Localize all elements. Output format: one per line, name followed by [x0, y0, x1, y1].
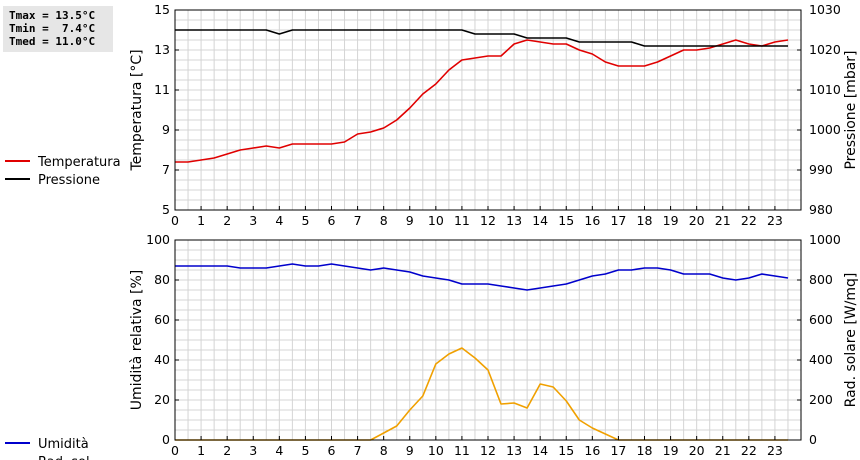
y-tick-label: 60: [154, 312, 170, 327]
x-tick-label: 16: [584, 213, 600, 228]
y-tick-label: 7: [162, 162, 170, 177]
y2-tick-label: 0: [809, 432, 817, 447]
y2-tick-label: 1030: [809, 2, 841, 17]
temperature-pressure-chart: 0 1 2 3 4 5 6 7 8 9 10 11 12 13 14 15 16 17 18 19 20 21 22 2357…: [5, 2, 859, 228]
x-tick-label: 18: [637, 213, 653, 228]
tmax-label: Tmax = 13.5°C: [9, 9, 96, 22]
y-tick-label: 0: [162, 432, 170, 447]
x-tick-label: 19: [663, 443, 679, 458]
legend-label-rad-sol: Rad. sol.: [38, 455, 94, 460]
x-tick-label: 12: [480, 213, 496, 228]
x-tick-label: 11: [454, 213, 470, 228]
y2-tick-label: 980: [809, 202, 833, 217]
x-tick-label: 13: [506, 443, 522, 458]
y2-tick-label: 600: [809, 312, 833, 327]
x-tick-label: 23: [767, 443, 783, 458]
y-tick-label: 15: [154, 2, 170, 17]
x-tick-label: 15: [558, 443, 574, 458]
x-tick-label: 0: [171, 213, 179, 228]
x-tick-label: 2: [223, 443, 231, 458]
y-axis-label: Temperatura [°C]: [129, 49, 145, 171]
x-tick-label: 1: [197, 213, 205, 228]
y2-tick-label: 1000: [809, 122, 841, 137]
x-tick-label: 10: [428, 443, 444, 458]
y-tick-label: 9: [162, 122, 170, 137]
x-tick-label: 7: [354, 443, 362, 458]
x-tick-label: 6: [328, 443, 336, 458]
legend-label-temperatura: Temperatura: [37, 155, 121, 170]
y2-tick-label: 990: [809, 162, 833, 177]
x-tick-label: 9: [406, 443, 414, 458]
x-tick-label: 14: [532, 213, 548, 228]
x-tick-label: 16: [584, 443, 600, 458]
x-tick-label: 17: [610, 213, 626, 228]
x-tick-label: 3: [249, 443, 257, 458]
y-axis-label: Umidità relativa [%]: [129, 270, 145, 411]
y2-tick-label: 400: [809, 352, 833, 367]
x-tick-label: 21: [715, 213, 731, 228]
y-tick-label: 13: [154, 42, 170, 57]
series-line-pressione: [175, 29, 788, 47]
x-tick-label: 0: [171, 443, 179, 458]
y2-tick-label: 200: [809, 392, 833, 407]
y-tick-label: 5: [162, 202, 170, 217]
y2-tick-label: 1010: [809, 82, 841, 97]
x-tick-label: 4: [275, 443, 283, 458]
x-tick-label: 20: [689, 213, 705, 228]
x-tick-label: 5: [301, 213, 309, 228]
x-tick-label: 21: [715, 443, 731, 458]
x-tick-label: 4: [275, 213, 283, 228]
y-tick-label: 100: [146, 232, 170, 247]
y-tick-label: 40: [154, 352, 170, 367]
x-tick-label: 22: [741, 213, 757, 228]
x-tick-label: 2: [223, 213, 231, 228]
series-line-umidita: [175, 263, 789, 291]
y2-tick-label: 800: [809, 272, 833, 287]
x-tick-label: 11: [454, 443, 470, 458]
x-tick-label: 19: [663, 213, 679, 228]
y2-tick-label: 1020: [809, 42, 841, 57]
x-tick-label: 13: [506, 213, 522, 228]
tmin-label: Tmin = 7.4°C: [9, 22, 96, 35]
x-tick-label: 12: [480, 443, 496, 458]
y-tick-label: 80: [154, 272, 170, 287]
x-tick-label: 18: [637, 443, 653, 458]
x-tick-label: 7: [354, 213, 362, 228]
x-tick-label: 15: [558, 213, 574, 228]
x-tick-label: 20: [689, 443, 705, 458]
x-tick-label: 6: [328, 213, 336, 228]
series-line-temperatura: [175, 39, 789, 163]
y-tick-label: 20: [154, 392, 170, 407]
x-tick-label: 23: [767, 213, 783, 228]
x-tick-label: 8: [380, 443, 388, 458]
x-tick-label: 14: [532, 443, 548, 458]
humidity-radiation-chart: 0 1 2 3 4 5 6 7 8 9 10 11 12 13 14 15 16 17 18 19 20 21 22 2302…: [5, 232, 859, 460]
x-tick-label: 3: [249, 213, 257, 228]
statistics-box: Tmax = 13.5°C Tmin = 7.4°C Tmed = 11.0°C: [3, 6, 113, 52]
series-line-rad-sol: [175, 347, 788, 441]
x-tick-label: 5: [301, 443, 309, 458]
legend-label-umidita: Umidità: [38, 437, 89, 452]
y2-axis-label: Pressione [mbar]: [843, 50, 859, 169]
legend-label-pressione: Pressione: [38, 173, 100, 188]
x-tick-label: 22: [741, 443, 757, 458]
x-tick-label: 9: [406, 213, 414, 228]
x-tick-label: 1: [197, 443, 205, 458]
y2-tick-label: 1000: [809, 232, 841, 247]
y-tick-label: 11: [154, 82, 170, 97]
x-tick-label: 8: [380, 213, 388, 228]
y2-axis-label: Rad. solare [W/mq]: [843, 273, 859, 408]
tmed-label: Tmed = 11.0°C: [9, 35, 96, 48]
x-tick-label: 10: [428, 213, 444, 228]
x-tick-label: 17: [610, 443, 626, 458]
